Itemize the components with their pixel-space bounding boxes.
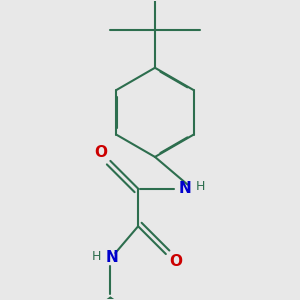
Text: H: H <box>196 180 205 193</box>
Text: O: O <box>169 254 182 269</box>
Text: H: H <box>92 250 101 262</box>
Text: O: O <box>94 146 107 160</box>
Text: N: N <box>178 181 191 196</box>
Text: N: N <box>106 250 119 266</box>
